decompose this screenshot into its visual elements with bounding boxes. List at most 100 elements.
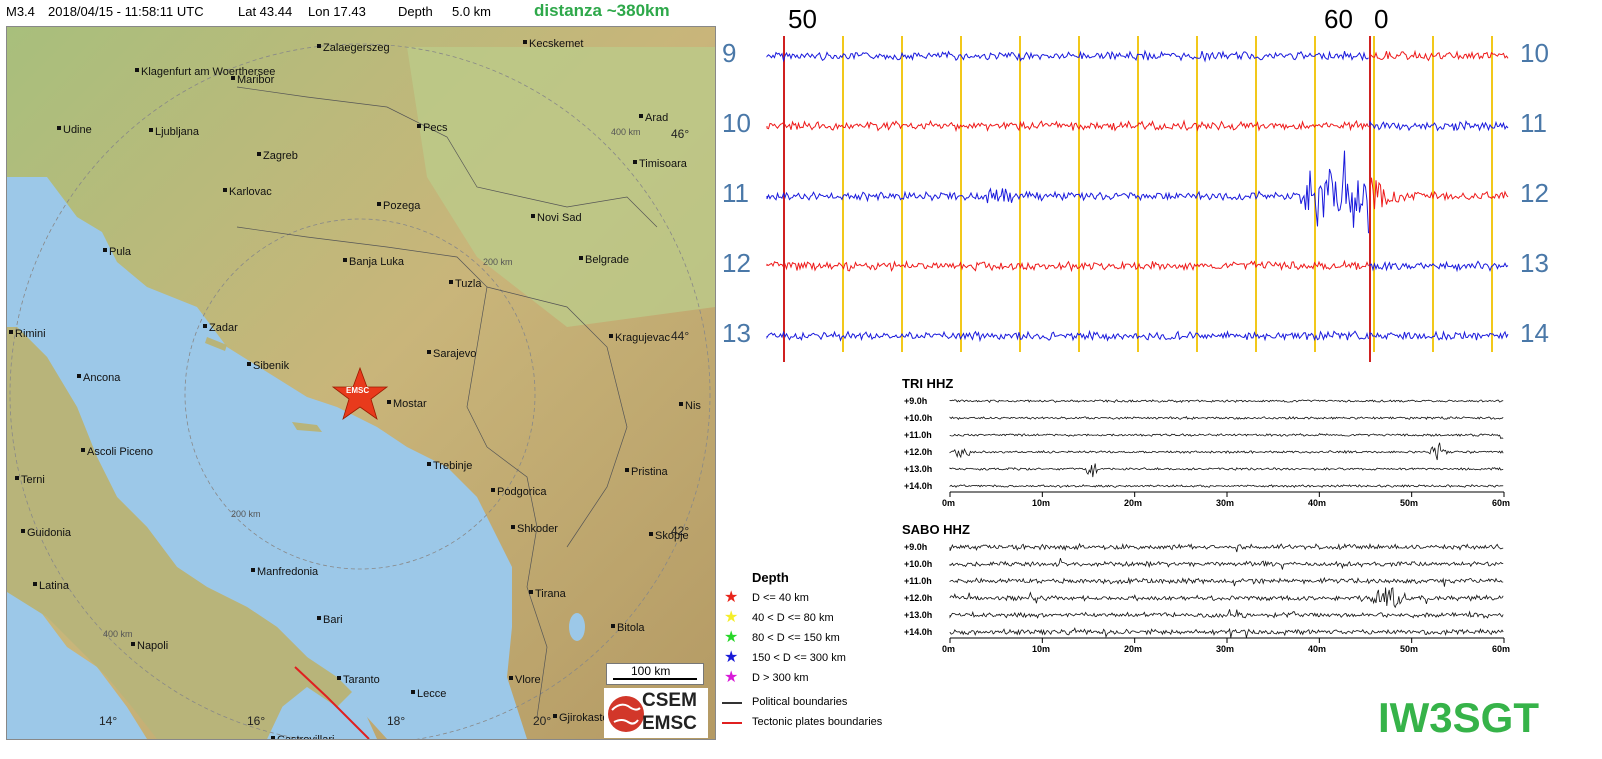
minute-mark-0: 0 bbox=[1374, 4, 1389, 34]
city-label: Castrovillari bbox=[277, 734, 334, 739]
seismic-trace bbox=[1369, 260, 1509, 273]
logo-globe-icon bbox=[608, 696, 644, 732]
italy bbox=[7, 327, 352, 739]
seismic-trace bbox=[1369, 330, 1509, 341]
magnitude: M3.4 bbox=[6, 4, 35, 19]
ring-400km bbox=[9, 43, 711, 739]
city-label: Sibenik bbox=[253, 360, 290, 372]
city-label: Trebinje bbox=[433, 460, 472, 472]
city-label: Nis bbox=[685, 400, 701, 412]
star-icon-yellow: ★ bbox=[724, 609, 739, 626]
city-label: Zagreb bbox=[263, 150, 298, 162]
legend-item: 150 < D <= 300 km bbox=[752, 652, 846, 664]
city-label: Sarajevo bbox=[433, 348, 476, 360]
longitude: Lon 17.43 bbox=[308, 4, 366, 19]
event-header: M3.4 2018/04/15 - 11:58:11 UTC Lat 43.44… bbox=[0, 0, 720, 24]
sabo-tick: 40m bbox=[1308, 644, 1327, 654]
city-label: Terni bbox=[21, 474, 45, 486]
sabo-tick: 0m bbox=[942, 644, 956, 654]
city-label: Zalaegerszeg bbox=[323, 42, 390, 54]
star-icon-red: ★ bbox=[724, 589, 739, 606]
seismic-trace bbox=[1369, 120, 1509, 132]
city-marker-icon bbox=[317, 44, 321, 48]
graticule-label: 18° bbox=[387, 714, 405, 728]
tri-tick: 20m bbox=[1124, 498, 1143, 508]
graticule-label: 44° bbox=[671, 329, 689, 343]
depth-value: 5.0 km bbox=[452, 4, 492, 19]
seismic-trace bbox=[949, 399, 1504, 403]
seismic-trace bbox=[766, 259, 1369, 273]
seismic-trace bbox=[766, 119, 1369, 133]
city-label: Pula bbox=[109, 246, 132, 258]
city-marker-icon bbox=[427, 462, 431, 466]
city-marker-icon bbox=[509, 676, 513, 680]
hour-right-13: 13 bbox=[1520, 248, 1549, 278]
city-label: Vlore bbox=[515, 674, 541, 686]
seismic-trace bbox=[949, 587, 1504, 609]
lake-ohrid bbox=[569, 613, 585, 641]
tectonic-boundary bbox=[294, 666, 370, 739]
epicenter-label: EMSC bbox=[346, 386, 369, 395]
city-label: Timisoara bbox=[639, 158, 688, 170]
legend-title: Depth bbox=[752, 570, 789, 585]
city-marker-icon bbox=[223, 188, 227, 192]
city-marker-icon bbox=[337, 676, 341, 680]
seismic-trace bbox=[949, 557, 1504, 570]
star-icon-green: ★ bbox=[724, 629, 739, 646]
city-label: Tirana bbox=[535, 588, 567, 600]
city-label: Arad bbox=[645, 112, 668, 124]
sabo-row-label: +10.0h bbox=[904, 559, 933, 569]
tri-row-label: +14.0h bbox=[904, 481, 933, 491]
city-marker-icon bbox=[131, 642, 135, 646]
sabo-tick: 10m bbox=[1032, 644, 1051, 654]
city-label: Guidonia bbox=[27, 527, 72, 539]
epicenter-map: 46° 44° 42° 14° 16° 18° 20° 400 km 200 k… bbox=[6, 26, 716, 740]
csem-emsc-logo: CSEM EMSC bbox=[604, 688, 708, 738]
tri-tick: 60m bbox=[1492, 498, 1511, 508]
seismic-trace bbox=[1369, 49, 1509, 62]
scale-label: 100 km bbox=[631, 664, 671, 678]
tri-tick: 50m bbox=[1400, 498, 1419, 508]
event-datetime: 2018/04/15 - 11:58:11 UTC bbox=[48, 4, 204, 19]
distance: distanza ~380km bbox=[534, 1, 670, 20]
legend-item: D > 300 km bbox=[752, 672, 809, 684]
city-label: Bitola bbox=[617, 622, 645, 634]
legend-tectonic: Tectonic plates boundaries bbox=[752, 716, 883, 728]
island bbox=[292, 422, 322, 432]
city-marker-icon bbox=[203, 324, 207, 328]
city-marker-icon bbox=[553, 714, 557, 718]
city-marker-icon bbox=[387, 400, 391, 404]
station-signature: IW3SGT bbox=[1378, 694, 1540, 741]
hour-left-11: 11 bbox=[722, 178, 749, 208]
adriatic-sea bbox=[7, 177, 527, 739]
hour-right-14: 14 bbox=[1520, 318, 1549, 348]
city-label: Skopje bbox=[655, 530, 689, 542]
tri-row-label: +11.0h bbox=[904, 430, 932, 440]
sabo-hhz-panel: SABO HHZ +9.0h +10.0h +11.0h +12.0h +13.… bbox=[900, 522, 1520, 662]
graticule-label: 16° bbox=[247, 714, 265, 728]
sabo-row-label: +12.0h bbox=[904, 593, 933, 603]
seismic-trace bbox=[949, 627, 1504, 639]
scale-line bbox=[613, 678, 697, 680]
city-marker-icon bbox=[103, 248, 107, 252]
tri-row-label: +9.0h bbox=[904, 396, 928, 406]
hour-left-12: 12 bbox=[722, 248, 751, 278]
city-label: Pristina bbox=[631, 466, 669, 478]
city-label: Belgrade bbox=[585, 254, 629, 266]
legend-political: Political boundaries bbox=[752, 696, 848, 708]
city-label: Napoli bbox=[137, 640, 168, 652]
tectonic-line-icon bbox=[722, 722, 742, 724]
city-marker-icon bbox=[377, 202, 381, 206]
political-boundary bbox=[236, 226, 488, 448]
legend-item: D <= 40 km bbox=[752, 592, 809, 604]
city-marker-icon bbox=[611, 624, 615, 628]
city-label: Taranto bbox=[343, 674, 380, 686]
seismic-trace bbox=[949, 442, 1504, 461]
hour-right-11: 11 bbox=[1520, 108, 1547, 138]
seismic-trace bbox=[766, 150, 1369, 234]
city-marker-icon bbox=[251, 568, 255, 572]
seismic-trace bbox=[949, 484, 1504, 488]
city-label: Banja Luka bbox=[349, 256, 405, 268]
sabo-row-label: +11.0h bbox=[904, 576, 932, 586]
city-label: Rimini bbox=[15, 328, 46, 340]
